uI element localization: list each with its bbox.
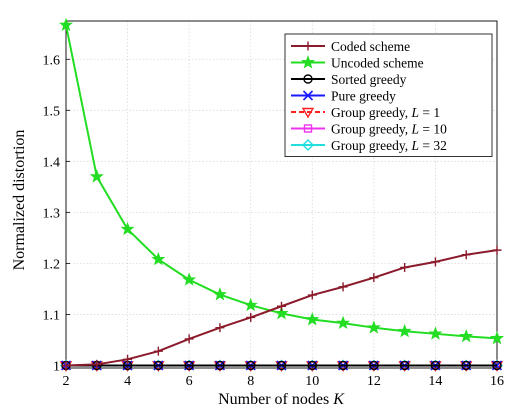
legend-entry: Group greedy, L = 32 — [291, 138, 447, 153]
y-tick-label: 1 — [53, 359, 60, 374]
data-point — [300, 55, 316, 69]
data-point — [246, 312, 256, 322]
x-tick-label: 6 — [186, 374, 193, 389]
x-tick-label: 10 — [305, 374, 319, 389]
x-tick-label: 16 — [490, 374, 504, 389]
data-point — [182, 272, 197, 286]
data-point — [151, 251, 166, 266]
data-point — [307, 290, 317, 300]
legend-label: Group greedy, L = 32 — [331, 138, 447, 153]
x-axis-label: Number of nodes K — [218, 391, 345, 408]
data-point — [338, 360, 348, 371]
data-point — [338, 282, 348, 292]
data-point — [153, 346, 163, 356]
data-point — [277, 301, 286, 311]
legend-entry: Coded scheme — [291, 39, 410, 54]
legend-entry: Group greedy, L = 10 — [291, 122, 447, 137]
data-point — [430, 257, 440, 267]
data-point — [215, 323, 225, 333]
data-point — [184, 360, 194, 371]
x-tick-label: 14 — [428, 374, 442, 389]
data-point — [369, 273, 379, 283]
data-point — [492, 245, 502, 255]
data-point — [303, 124, 313, 133]
y-tick-label: 1.3 — [43, 206, 61, 221]
data-point — [461, 250, 471, 260]
axes: 2 4 6 8 10 12 14 16 1 1.1 1.2 1.3 1.4 1.5 1.6 — [43, 20, 504, 389]
data-point — [397, 323, 412, 338]
data-point — [492, 360, 502, 371]
data-point — [61, 360, 71, 370]
data-point — [301, 107, 315, 119]
legend-label: Group greedy, L = 10 — [331, 122, 447, 137]
data-point — [302, 139, 314, 151]
y-tick-label: 1.4 — [43, 155, 61, 170]
data-point — [400, 262, 410, 272]
data-point — [276, 360, 287, 371]
plot-frame — [65, 20, 498, 369]
series-layer — [58, 17, 505, 372]
data-point — [369, 360, 379, 371]
data-point — [243, 297, 258, 312]
data-point — [461, 360, 471, 371]
data-point — [212, 287, 227, 301]
data-point — [302, 90, 314, 101]
x-tick-label: 8 — [247, 374, 254, 389]
data-point — [336, 315, 351, 330]
legend-label: Coded scheme — [331, 39, 410, 54]
y-tick-label: 1.2 — [43, 257, 61, 272]
data-point — [215, 360, 225, 371]
legend-entry: Uncoded scheme — [291, 55, 424, 71]
data-point — [153, 360, 164, 371]
legend-entry: Group greedy, L = 1 — [291, 105, 440, 120]
y-tick-label: 1.5 — [43, 104, 61, 119]
data-point — [399, 360, 410, 371]
data-point — [430, 360, 441, 371]
data-point — [274, 306, 289, 320]
legend-label: Uncoded scheme — [331, 56, 424, 71]
legend-label: Sorted greedy — [331, 72, 407, 87]
data-point — [92, 359, 102, 369]
x-tick-label: 2 — [63, 374, 70, 389]
data-point — [366, 320, 381, 334]
y-tick-label: 1.6 — [43, 53, 61, 68]
data-point — [489, 331, 505, 345]
series-coded-scheme — [61, 245, 502, 370]
data-point — [123, 354, 133, 364]
data-point — [58, 17, 74, 32]
data-point — [459, 328, 474, 343]
data-point — [120, 221, 135, 236]
data-point — [184, 334, 194, 344]
legend-label: Group greedy, L = 1 — [331, 105, 440, 120]
x-tick-label: 12 — [367, 374, 381, 389]
data-point — [303, 41, 313, 51]
legend-entry: Sorted greedy — [291, 72, 407, 87]
data-point — [305, 312, 320, 326]
y-axis-label: Normalized distortion — [11, 130, 28, 271]
y-tick-label: 1.1 — [43, 308, 61, 323]
x-tick-label: 4 — [124, 374, 131, 389]
legend-label: Pure greedy — [331, 89, 396, 104]
legend-entry: Pure greedy — [291, 89, 396, 104]
data-point — [307, 360, 317, 371]
series-uncoded-scheme — [58, 17, 505, 345]
data-point — [89, 169, 104, 183]
data-point — [428, 326, 443, 340]
data-point — [246, 360, 256, 371]
data-point — [303, 74, 313, 84]
